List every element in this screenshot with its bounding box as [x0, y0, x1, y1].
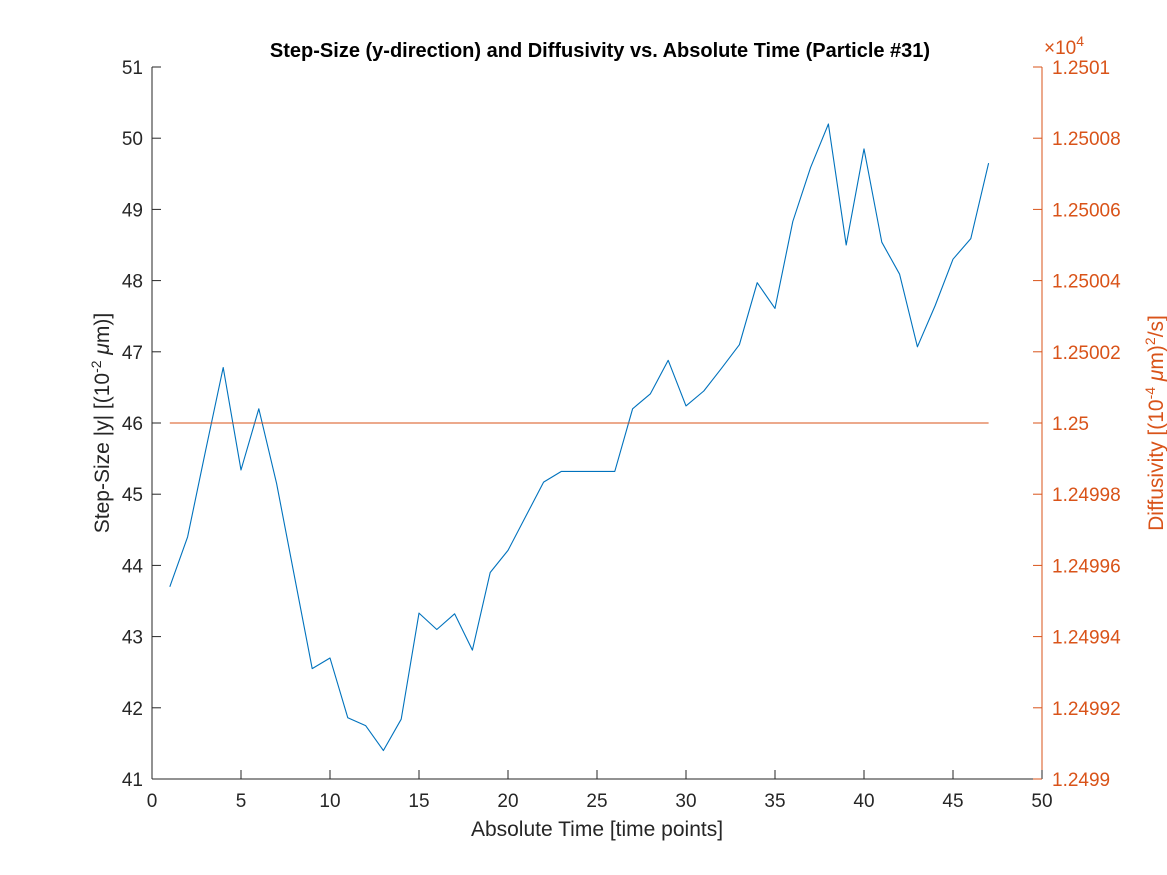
y-axis-label-right: Diffusivity [(10-4 μm)2/s] [1142, 315, 1167, 531]
y-tick-label-left: 41 [122, 770, 143, 791]
y-tick-label-left: 43 [122, 628, 143, 649]
step-size-line [169, 123, 990, 752]
y-tick-label-left: 46 [122, 414, 143, 435]
y-tick-label-right: 1.25006 [1052, 200, 1121, 221]
y-tick-label-left: 44 [122, 556, 144, 577]
series-layer [169, 123, 990, 752]
x-tick-label: 45 [942, 791, 963, 812]
y-axis-label-left: Step-Size |y| [(10-2 μm)] [88, 313, 114, 533]
y-tick-label-right: 1.2499 [1052, 770, 1110, 791]
y-tick-label-left: 47 [122, 343, 143, 364]
y-tick-label-right: 1.24992 [1052, 699, 1121, 720]
x-tick-label: 35 [764, 791, 785, 812]
x-tick-label: 40 [853, 791, 874, 812]
y-tick-label-left: 42 [122, 699, 143, 720]
y-tick-label-right: 1.25008 [1052, 129, 1121, 150]
x-tick-label: 0 [147, 791, 158, 812]
x-tick-label: 50 [1031, 791, 1052, 812]
y-tick-label-left: 50 [122, 129, 143, 150]
y-tick-label-right: 1.25002 [1052, 343, 1121, 364]
chart-title: Step-Size (y-direction) and Diffusivity … [270, 40, 930, 62]
y-tick-label-right: 1.24996 [1052, 556, 1121, 577]
y-tick-label-left: 49 [122, 200, 143, 221]
axes-layer: 0 5 10 15 20 25 30 35 40 45 50 41 42 43 44 45 46 47 48 49 50… [122, 58, 1121, 812]
y-tick-label-right: 1.24994 [1052, 628, 1121, 649]
y-tick-label-right: 1.25 [1052, 414, 1089, 435]
y-tick-label-right: 1.24998 [1052, 485, 1121, 506]
y-tick-label-left: 51 [122, 58, 143, 79]
x-tick-label: 25 [586, 791, 607, 812]
y-tick-label-right: 1.25004 [1052, 272, 1121, 293]
y-tick-label-left: 45 [122, 485, 143, 506]
y-tick-label-right: 1.2501 [1052, 58, 1110, 79]
y-tick-label-left: 48 [122, 272, 143, 293]
x-tick-label: 10 [319, 791, 340, 812]
x-tick-label: 5 [236, 791, 247, 812]
x-tick-label: 20 [497, 791, 518, 812]
x-tick-label: 30 [675, 791, 696, 812]
x-axis-label: Absolute Time [time points] [471, 818, 723, 841]
right-axis-exponent: ×104 [1044, 33, 1084, 59]
x-tick-label: 15 [408, 791, 429, 812]
